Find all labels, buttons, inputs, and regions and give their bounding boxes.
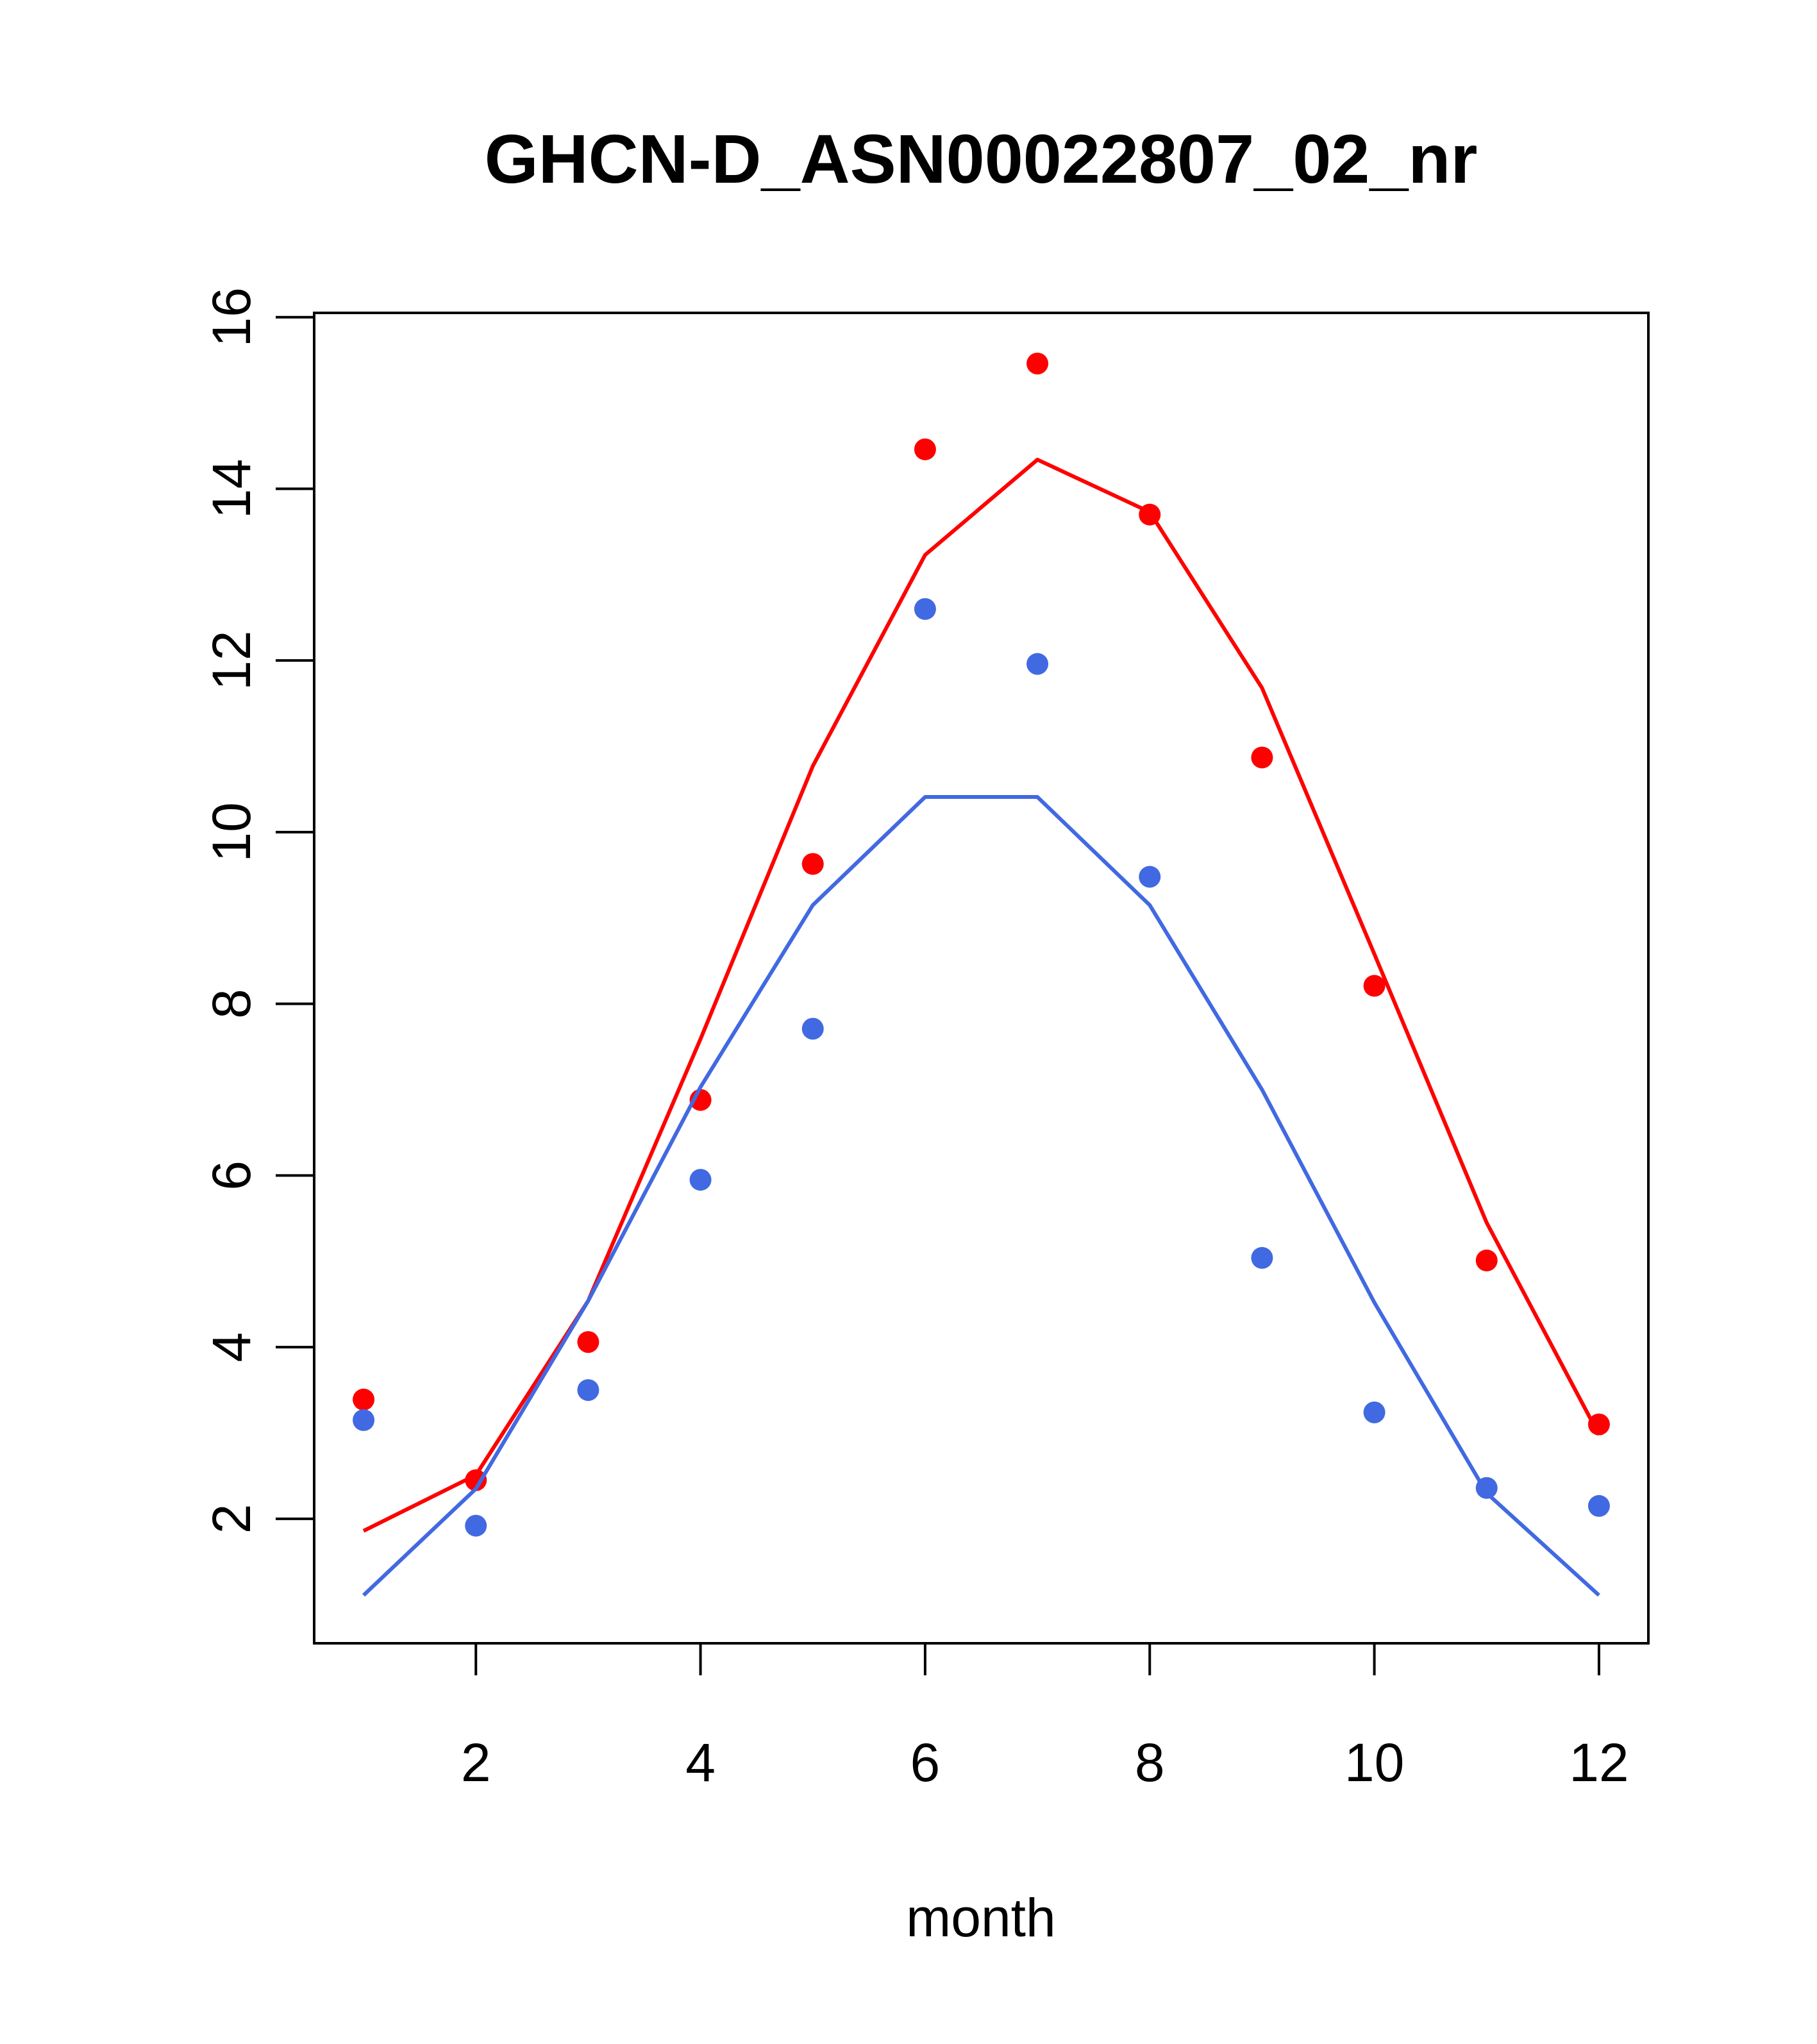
y-tick-label: 8 [201,989,262,1019]
series-layer [353,352,1610,1597]
chart-title: GHCN-D_ASN00022807_02_nr [485,120,1478,197]
series-red-points [353,352,1610,1491]
y-tick-label: 2 [201,1504,262,1534]
series-line [362,795,1600,1597]
y-tick-label: 4 [201,1332,262,1362]
data-point [1251,746,1273,769]
y-tick-label: 14 [201,459,262,519]
plot-frame [313,312,1650,1645]
data-point [1139,866,1161,888]
data-point [1026,653,1049,675]
data-point [577,1379,599,1402]
data-point [1363,975,1386,997]
y-axis: 2 4 6 8 10 12 14 16 [201,287,314,1534]
data-point [1251,1246,1273,1269]
y-tick-label: 10 [201,802,262,862]
data-point [353,1409,375,1431]
data-point [1587,1495,1610,1517]
x-tick-label: 4 [685,1732,716,1793]
data-point [577,1331,599,1353]
data-point [353,1388,375,1411]
series-blue-line [362,795,1600,1597]
x-tick-label: 12 [1569,1732,1629,1793]
data-point [801,853,824,875]
data-point [801,1018,824,1040]
x-tick-label: 8 [1135,1732,1165,1793]
data-point [1363,1401,1386,1423]
data-point [465,1514,487,1537]
data-point [914,598,936,620]
data-point [465,1469,487,1491]
data-point [914,438,936,460]
x-axis: 2 4 6 8 10 12 [461,1643,1629,1793]
x-tick-label: 6 [910,1732,941,1793]
data-point [1475,1249,1498,1271]
y-tick-label: 16 [201,287,262,347]
x-axis-label: month [906,1888,1055,1948]
data-point [1026,352,1049,374]
y-tick-label: 12 [201,630,262,690]
x-tick-label: 2 [461,1732,491,1793]
y-tick-label: 6 [201,1160,262,1191]
x-tick-label: 10 [1344,1732,1404,1793]
data-point [1587,1413,1610,1436]
data-point [689,1169,712,1191]
